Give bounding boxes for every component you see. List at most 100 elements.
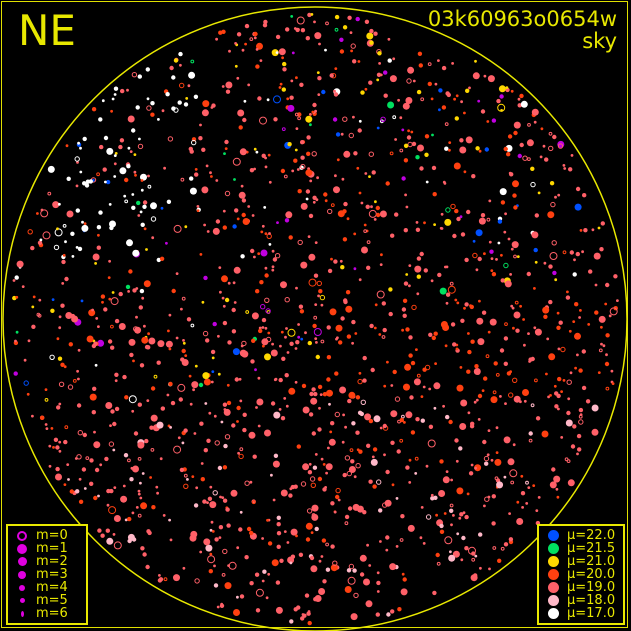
- star-marker: [465, 88, 470, 94]
- star-marker: [425, 514, 432, 520]
- star-marker: [207, 496, 213, 501]
- star-marker: [244, 480, 250, 486]
- star-marker: [264, 429, 271, 437]
- star-marker: [107, 276, 111, 279]
- star-marker: [240, 184, 244, 188]
- star-marker: [472, 72, 480, 80]
- star-marker: [578, 316, 581, 319]
- star-marker: [316, 280, 322, 287]
- star-marker: [499, 94, 504, 99]
- star-marker: [448, 141, 452, 145]
- star-marker: [434, 82, 438, 86]
- star-marker: [335, 487, 341, 494]
- star-marker: [456, 487, 464, 495]
- star-marker: [468, 86, 471, 90]
- star-marker: [391, 483, 395, 487]
- star-marker: [271, 268, 275, 272]
- star-marker: [61, 259, 66, 265]
- star-marker: [171, 288, 176, 294]
- star-marker: [109, 225, 114, 231]
- star-marker: [307, 12, 312, 18]
- star-marker: [289, 561, 293, 565]
- star-marker: [141, 296, 145, 300]
- star-marker: [53, 437, 59, 442]
- star-marker: [548, 299, 553, 305]
- star-marker: [307, 235, 311, 239]
- star-marker: [329, 73, 334, 78]
- star-marker: [330, 501, 335, 506]
- star-marker: [214, 537, 219, 542]
- star-marker: [376, 580, 381, 586]
- surface-brightness-legend-item: μ=21.5: [545, 541, 617, 556]
- star-marker: [86, 335, 94, 343]
- magnitude-marker-icon: [14, 570, 30, 579]
- star-marker: [452, 233, 457, 239]
- star-marker: [224, 297, 230, 303]
- star-marker: [460, 318, 465, 323]
- star-marker: [305, 537, 311, 542]
- star-marker: [355, 463, 361, 469]
- star-marker: [187, 84, 191, 88]
- star-marker: [233, 609, 240, 616]
- star-marker: [261, 224, 265, 228]
- star-marker: [525, 502, 529, 505]
- star-marker: [284, 218, 290, 223]
- star-marker: [222, 320, 228, 326]
- magnitude-marker-icon: [14, 598, 30, 603]
- star-marker: [305, 197, 309, 201]
- star-marker: [106, 488, 111, 494]
- star-marker: [334, 67, 338, 70]
- star-marker: [313, 597, 318, 602]
- star-marker: [346, 568, 352, 573]
- star-marker: [527, 486, 531, 489]
- star-marker: [369, 323, 374, 329]
- star-marker: [196, 205, 200, 208]
- star-marker: [203, 538, 211, 546]
- star-marker: [483, 455, 490, 462]
- star-marker: [114, 318, 120, 324]
- star-marker: [375, 612, 380, 617]
- star-marker: [408, 335, 413, 340]
- star-marker: [58, 202, 61, 206]
- star-marker: [533, 326, 537, 330]
- star-marker: [75, 208, 81, 213]
- star-marker: [400, 588, 408, 596]
- star-marker: [305, 169, 313, 177]
- star-marker: [111, 97, 115, 101]
- star-marker: [71, 315, 79, 323]
- star-marker: [31, 324, 36, 329]
- star-marker: [64, 240, 67, 244]
- star-marker: [289, 619, 294, 624]
- star-marker: [395, 545, 399, 548]
- star-marker: [597, 371, 601, 374]
- star-marker: [47, 165, 55, 173]
- star-marker: [156, 421, 164, 429]
- star-marker: [444, 265, 447, 269]
- star-marker: [137, 402, 142, 407]
- star-marker: [265, 308, 271, 314]
- star-marker: [212, 227, 220, 235]
- star-marker: [287, 328, 296, 337]
- star-marker: [427, 81, 432, 87]
- star-marker: [237, 109, 245, 117]
- star-marker: [193, 432, 197, 435]
- star-marker: [37, 313, 42, 318]
- star-marker: [150, 414, 158, 422]
- star-marker: [322, 463, 326, 466]
- star-marker: [392, 57, 396, 61]
- star-marker: [144, 438, 149, 444]
- star-marker: [42, 231, 51, 240]
- star-marker: [134, 326, 142, 334]
- star-marker: [253, 255, 256, 259]
- star-marker: [296, 16, 305, 25]
- star-marker: [500, 200, 506, 205]
- star-marker: [311, 151, 317, 157]
- star-marker: [553, 475, 561, 483]
- star-marker: [576, 353, 579, 357]
- star-marker: [83, 222, 87, 226]
- star-marker: [97, 494, 100, 498]
- star-marker: [373, 218, 377, 221]
- star-marker: [390, 440, 395, 445]
- star-marker: [505, 86, 509, 89]
- star-marker: [578, 419, 584, 425]
